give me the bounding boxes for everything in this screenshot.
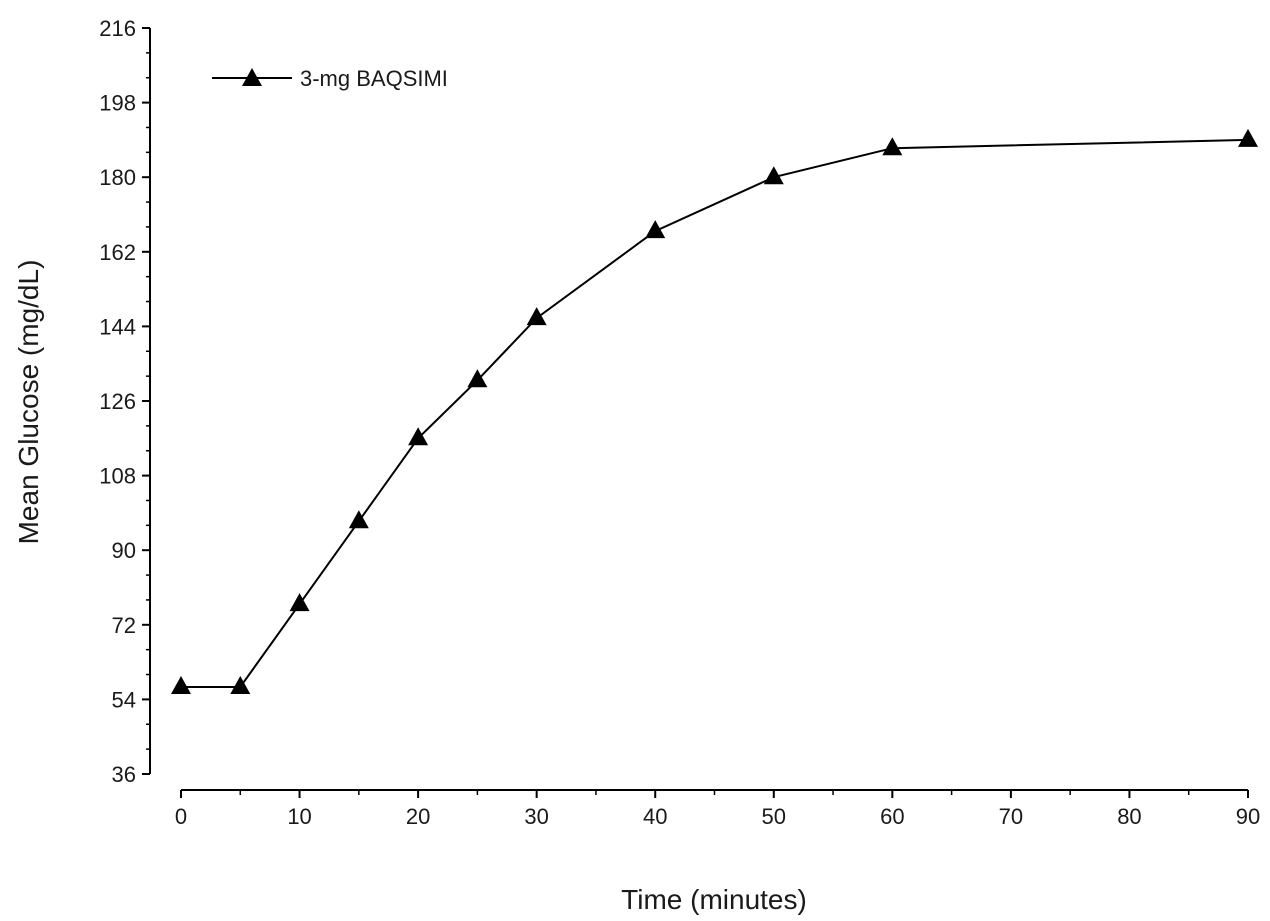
data-point-triangle: [171, 675, 191, 694]
x-tick-label: 80: [1117, 804, 1141, 829]
data-point-triangle: [467, 369, 488, 388]
data-point-triangle: [645, 220, 666, 239]
series-line: [181, 138, 1249, 688]
y-tick-label: 180: [99, 165, 136, 190]
y-tick-label: 72: [112, 613, 136, 638]
x-tick-label: 30: [524, 804, 548, 829]
x-tick-label: 90: [1236, 804, 1260, 829]
y-tick-label: 198: [99, 91, 136, 116]
data-point-triangle: [230, 675, 251, 694]
plot-area: [171, 128, 1258, 694]
x-tick-label: 40: [643, 804, 667, 829]
y-tick-label: 126: [99, 389, 136, 414]
y-axis-ticks: 36 54 72 90 108 126 144 162 180 198 216: [99, 16, 150, 787]
y-tick-label: 162: [99, 240, 136, 265]
x-tick-label: 60: [880, 804, 904, 829]
x-axis-title: Time (minutes): [621, 884, 807, 915]
data-point-triangle: [1238, 128, 1258, 147]
data-point-triangle: [289, 593, 310, 612]
y-axis-title: Mean Glucose (mg/dL): [13, 260, 44, 545]
y-tick-label: 108: [99, 464, 136, 489]
y-tick-label: 54: [112, 687, 136, 712]
legend-label: 3-mg BAQSIMI: [300, 66, 448, 91]
x-tick-label: 0: [175, 804, 187, 829]
y-tick-label: 36: [112, 762, 136, 787]
data-point-triangle: [526, 307, 547, 326]
x-axis-ticks: 0 10 20 30 40 50 60 70 80 90: [175, 790, 1260, 829]
data-point-triangle: [408, 427, 429, 446]
x-tick-label: 20: [406, 804, 430, 829]
y-tick-label: 144: [99, 314, 136, 339]
x-tick-label: 10: [287, 804, 311, 829]
y-tick-label: 90: [112, 538, 136, 563]
x-tick-label: 70: [999, 804, 1023, 829]
legend-triangle-marker: [242, 68, 262, 86]
data-point-triangle: [882, 137, 903, 156]
y-tick-label: 216: [99, 16, 136, 41]
data-point-triangle: [763, 166, 784, 185]
legend: 3-mg BAQSIMI: [212, 66, 448, 91]
x-tick-label: 50: [762, 804, 786, 829]
data-point-triangle: [348, 510, 369, 529]
axes: 36 54 72 90 108 126 144 162 180 198 216 0 10 20 30 40 5…: [99, 16, 1260, 829]
